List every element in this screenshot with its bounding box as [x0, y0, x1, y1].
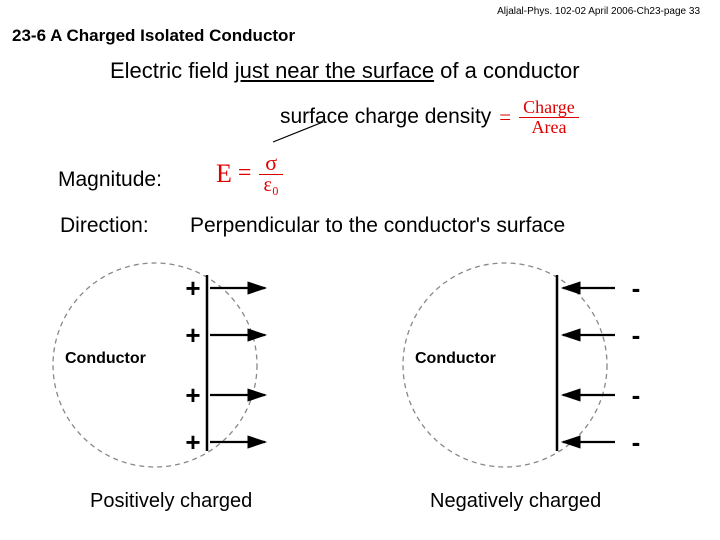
subtitle: Electric field just near the surface of … [110, 58, 580, 84]
magnitude-label: Magnitude: [58, 168, 162, 192]
subtitle-pre: Electric field [110, 58, 235, 83]
diagram-positive: + + + + Conductor [50, 250, 310, 470]
mag-equals: = [238, 160, 252, 187]
scd-fraction: Charge Area [519, 98, 579, 137]
svg-text:-: - [632, 427, 641, 457]
mag-numerator: σ [259, 152, 283, 175]
caption-negative: Negatively charged [430, 490, 601, 513]
svg-text:+: + [185, 427, 200, 457]
svg-text:-: - [632, 273, 641, 303]
caption-positive: Positively charged [90, 490, 252, 513]
conductor-label-left: Conductor [65, 350, 146, 368]
mag-denominator: ε₀ [257, 175, 284, 195]
mag-E: E [216, 159, 232, 189]
direction-text: Perpendicular to the conductor's surface [190, 214, 565, 238]
subtitle-underlined: just near the surface [235, 58, 434, 83]
diagram-negative: - - - - Conductor [400, 250, 660, 470]
magnitude-formula: E = σ ε₀ [216, 152, 285, 195]
svg-text:+: + [185, 320, 200, 350]
header-reference: Aljalal-Phys. 102-02 April 2006-Ch23-pag… [497, 6, 700, 17]
svg-text:-: - [632, 320, 641, 350]
scd-denominator: Area [527, 118, 570, 137]
svg-text:+: + [185, 380, 200, 410]
scd-label: surface charge density [280, 105, 491, 129]
section-title: 23-6 A Charged Isolated Conductor [12, 26, 295, 46]
direction-label: Direction: [60, 214, 149, 238]
surface-charge-density-row: surface charge density = Charge Area [280, 98, 579, 137]
mag-fraction: σ ε₀ [257, 152, 284, 195]
svg-text:+: + [185, 273, 200, 303]
scd-equals: = [499, 105, 511, 130]
subtitle-post: of a conductor [434, 58, 580, 83]
conductor-label-right: Conductor [415, 350, 496, 368]
svg-text:-: - [632, 380, 641, 410]
scd-numerator: Charge [519, 98, 579, 118]
